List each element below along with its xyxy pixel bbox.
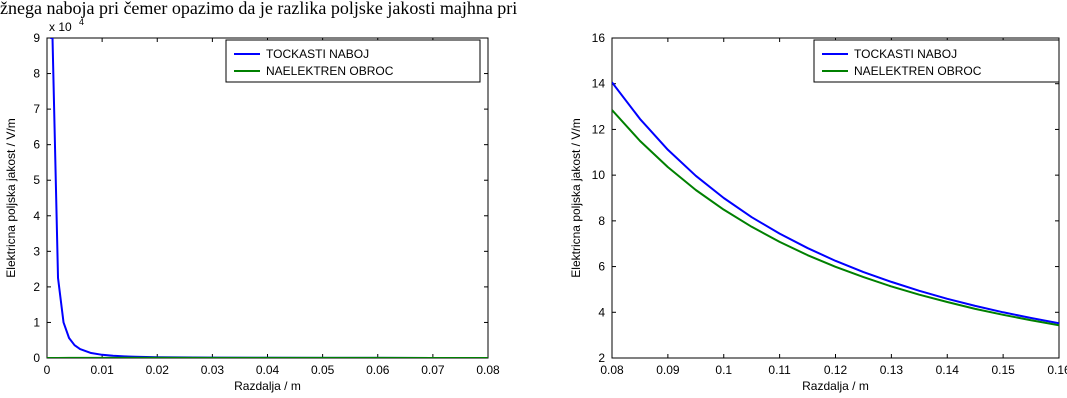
x-tick-label: 0.09	[656, 363, 680, 377]
x-tick-label: 0.08	[476, 363, 500, 377]
x-tick-label: 0.05	[311, 363, 335, 377]
y-tick-label: 0	[33, 351, 40, 365]
y-exponent-label: x 10	[49, 20, 72, 34]
y-tick-label: 12	[592, 122, 606, 136]
y-tick-label: 6	[598, 260, 605, 274]
y-axis-label: Elektricna poljska jakost / V/m	[4, 118, 18, 277]
y-tick-label: 4	[598, 305, 605, 319]
x-tick-label: 0	[44, 363, 51, 377]
chart-2: 0.08 0.09 0.1 0.11 0.12 0.13 0.14 0.15 0.16 2 4 6 8 1…	[569, 31, 1067, 393]
y-tick-label: 2	[598, 351, 605, 365]
x-tick-label: 0.13	[880, 363, 904, 377]
y-tick-label: 1	[33, 315, 40, 329]
y-tick-label: 6	[33, 138, 40, 152]
legend-box	[813, 39, 1060, 83]
legend-label: TOCKASTI NABOJ	[854, 47, 957, 61]
x-tick-label: 0.16	[1047, 363, 1067, 377]
x-tick-label: 0.07	[421, 363, 445, 377]
x-tick-label: 0.03	[201, 363, 225, 377]
legend-box	[225, 39, 481, 83]
y-exponent-power: 4	[79, 17, 84, 27]
x-axis-label: Razdalja / m	[802, 379, 869, 393]
chart-1: 0 0.01 0.02 0.03 0.04 0.05 0.06 0.07 0.08 0 1 2 3 4 5 6…	[4, 17, 500, 393]
y-tick-label: 4	[33, 209, 40, 223]
x-tick-label: 0.01	[90, 363, 114, 377]
plot-area	[611, 37, 1060, 359]
x-tick-label: 0.1	[715, 363, 732, 377]
y-tick-label: 2	[33, 280, 40, 294]
y-tick-label: 3	[33, 244, 40, 258]
series-line-tockasti-naboj	[612, 81, 1059, 325]
legend: TOCKASTI NABOJ NAELEKTREN OBROC	[225, 39, 481, 83]
x-tick-label: 0.12	[824, 363, 848, 377]
legend-label: NAELEKTREN OBROC	[266, 64, 394, 78]
page-caption: žnega naboja pri čemer opazimo da je raz…	[0, 0, 518, 18]
y-axis-label: Elektricna poljska jakost / V/m	[569, 118, 583, 277]
y-tick-label: 8	[598, 214, 605, 228]
y-tick-label: 14	[592, 77, 606, 91]
x-tick-label: 0.06	[366, 363, 390, 377]
y-tick-label: 5	[33, 173, 40, 187]
series-group	[612, 81, 1059, 327]
x-tick-label: 0.08	[600, 363, 624, 377]
x-tick-label: 0.02	[146, 363, 170, 377]
y-tick-label: 7	[33, 102, 40, 116]
y-tick-label: 10	[592, 168, 606, 182]
y-tick-label: 9	[33, 31, 40, 45]
x-tick-label: 0.14	[936, 363, 960, 377]
legend-label: TOCKASTI NABOJ	[266, 47, 369, 61]
series-group	[47, 38, 488, 358]
x-tick-label: 0.15	[991, 363, 1015, 377]
legend: TOCKASTI NABOJ NAELEKTREN OBROC	[813, 39, 1060, 83]
y-tick-label: 8	[33, 67, 40, 81]
series-line-naelektren-obroc	[612, 109, 1059, 327]
x-tick-label: 0.04	[256, 363, 280, 377]
x-tick-label: 0.11	[768, 363, 791, 377]
legend-label: NAELEKTREN OBROC	[854, 64, 982, 78]
y-tick-label: 16	[592, 31, 606, 45]
plot-area	[46, 37, 489, 359]
x-axis-label: Razdalja / m	[234, 379, 301, 393]
